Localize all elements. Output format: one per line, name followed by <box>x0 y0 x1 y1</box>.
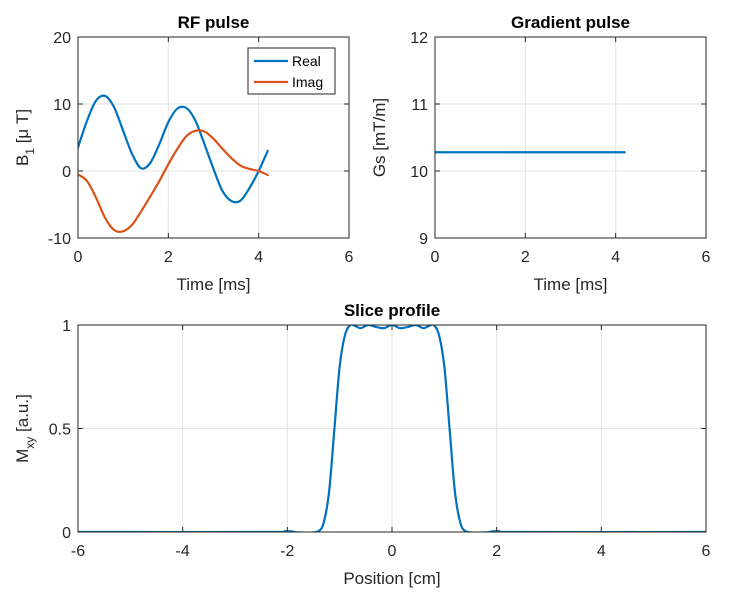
y-tick-label: 1 <box>62 318 71 335</box>
x-tick-label: 6 <box>702 543 711 560</box>
chart-title: RF pulse <box>178 13 250 32</box>
series-line <box>78 325 706 532</box>
x-tick-label: 6 <box>702 249 711 266</box>
legend-box <box>247 47 336 95</box>
y-axis-label-unit: [μ T] <box>13 109 32 148</box>
series-line-real <box>78 94 269 204</box>
x-tick-label: -2 <box>280 543 294 560</box>
y-tick-label: 0 <box>62 164 71 181</box>
y-tick-label: -10 <box>48 231 71 248</box>
x-axis-label: Position [cm] <box>343 569 440 588</box>
chart-title: Gradient pulse <box>511 13 630 32</box>
series-line-imag <box>78 129 269 233</box>
axes-box <box>77 36 350 239</box>
legend: Real Imag <box>247 47 336 95</box>
y-tick-label: 9 <box>419 231 428 248</box>
x-tick-label: 2 <box>521 249 530 266</box>
chart-3: -6 -4 -2 0 2 4 6 0 0.5 1 Slice profile Position [cm… <box>13 301 711 588</box>
y-tick-label: 20 <box>53 30 71 47</box>
chart-title: Slice profile <box>344 301 440 320</box>
x-tick-label: 2 <box>164 249 173 266</box>
x-tick-label: 4 <box>254 249 263 266</box>
x-tick-label: 4 <box>597 543 606 560</box>
x-tick-label: -4 <box>176 543 190 560</box>
y-axis-label-subscript: 1 <box>23 148 37 155</box>
y-tick-label: 12 <box>410 30 428 47</box>
legend-label-imag: Imag <box>292 74 323 90</box>
x-tick-label: 4 <box>611 249 620 266</box>
y-tick-label: 11 <box>411 97 428 114</box>
y-axis-label: B1 [μ T] <box>13 109 37 166</box>
x-tick-label: 2 <box>492 543 501 560</box>
x-axis-label: Time [ms] <box>534 275 608 294</box>
plot-area <box>435 37 706 238</box>
x-tick-label: 0 <box>74 249 83 266</box>
y-tick-label: 0 <box>62 525 71 542</box>
x-tick-label: -6 <box>71 543 85 560</box>
y-axis-label: Mxy [a.u.] <box>13 394 37 463</box>
legend-label-real: Real <box>292 53 321 69</box>
axes-box <box>434 36 707 239</box>
y-axis-label-main: B <box>13 155 32 166</box>
y-axis-label: Gs [mT/m] <box>370 98 389 177</box>
y-tick-label: 10 <box>410 164 428 181</box>
chart-2: 0 2 4 6 9 10 11 12 Gradient pulse Time [ms] Gs [mT… <box>370 13 711 294</box>
x-tick-label: 0 <box>388 543 397 560</box>
x-tick-label: 6 <box>345 249 354 266</box>
x-axis-label: Time [ms] <box>177 275 251 294</box>
y-axis-label-subscript: xy <box>23 437 37 449</box>
y-axis-label-main: M <box>13 449 32 463</box>
x-tick-label: 0 <box>431 249 440 266</box>
y-tick-label: 0.5 <box>49 422 71 439</box>
y-axis-label-unit: [a.u.] <box>13 394 32 437</box>
y-tick-label: 10 <box>53 97 71 114</box>
